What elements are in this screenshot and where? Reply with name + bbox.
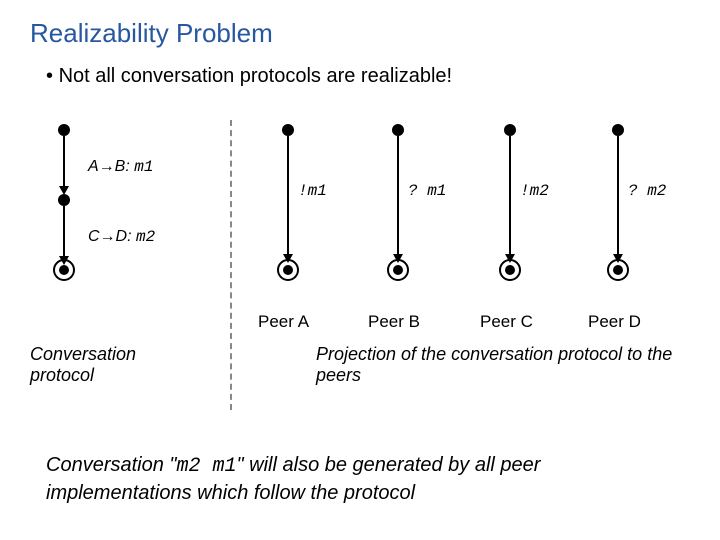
peer-start (282, 124, 294, 136)
proto-edge-label: A→B: m1 (88, 158, 153, 176)
projection-caption: Projection of the conversation protocol … (316, 344, 676, 386)
bottom-pre: Conversation " (46, 454, 177, 476)
peer-edge (509, 136, 511, 256)
proto-arrow (59, 186, 69, 195)
diagram-canvas: A→B: m1 C→D: m2 Conversation protocol !m1 Pe… (0, 120, 720, 420)
proto-state (58, 194, 70, 206)
protocol-caption: Conversation protocol (30, 344, 200, 386)
divider (230, 120, 232, 410)
proto-state (58, 124, 70, 136)
proto-arrow (59, 256, 69, 265)
peer-name: Peer A (258, 312, 309, 332)
peer-start (612, 124, 624, 136)
peer-edge (397, 136, 399, 256)
peer-edge-label: ? m2 (628, 182, 666, 200)
bottom-sentence: Conversation "m2 m1" will also be genera… (46, 452, 666, 507)
bottom-mono: m2 m1 (177, 455, 237, 478)
peer-edge (287, 136, 289, 256)
proto-edge (63, 136, 65, 188)
peer-edge-label: ? m1 (408, 182, 446, 200)
peer-name: Peer C (480, 312, 533, 332)
peer-start (504, 124, 516, 136)
peer-arrow (613, 254, 623, 263)
proto-edge (63, 206, 65, 258)
peer-arrow (283, 254, 293, 263)
bullet-text: Not all conversation protocols are reali… (0, 49, 720, 88)
peer-edge (617, 136, 619, 256)
peer-name: Peer B (368, 312, 420, 332)
peer-arrow (393, 254, 403, 263)
peer-edge-label: !m1 (298, 182, 327, 200)
peer-start (392, 124, 404, 136)
peer-name: Peer D (588, 312, 641, 332)
proto-edge-label: C→D: m2 (88, 228, 155, 246)
peer-edge-label: !m2 (520, 182, 549, 200)
peer-arrow (505, 254, 515, 263)
page-title: Realizability Problem (0, 0, 720, 49)
